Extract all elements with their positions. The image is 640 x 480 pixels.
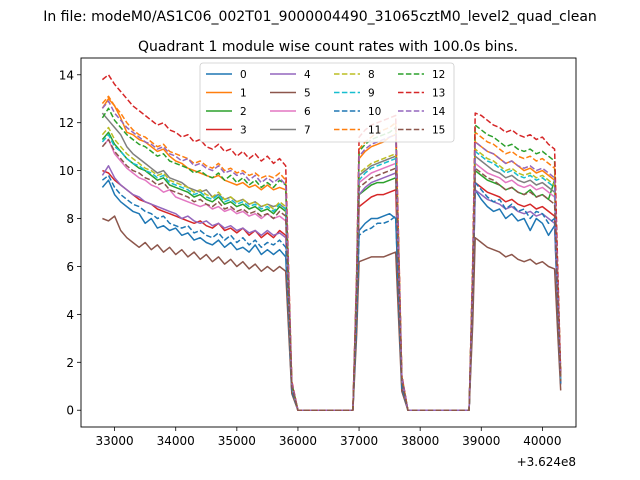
y-tick-label: 6 bbox=[66, 260, 74, 274]
legend-label-0: 0 bbox=[240, 69, 247, 81]
legend-label-4: 4 bbox=[304, 69, 311, 81]
series-line-15 bbox=[101, 138, 562, 411]
legend-label-6: 6 bbox=[304, 106, 311, 118]
series-line-2 bbox=[101, 131, 562, 411]
axes-frame bbox=[80, 57, 577, 428]
y-tick-label: 4 bbox=[66, 308, 74, 322]
plot-lines bbox=[101, 74, 562, 411]
legend-label-15: 15 bbox=[432, 125, 445, 137]
y-tick-label: 2 bbox=[66, 356, 74, 370]
legend-label-3: 3 bbox=[240, 125, 247, 137]
y-tick-label: 0 bbox=[66, 404, 74, 418]
y-tick-label: 12 bbox=[59, 116, 74, 130]
figure-suptitle: In file: modeM0/AS1C06_002T01_9000004490… bbox=[43, 9, 597, 25]
x-tick-label: 36000 bbox=[279, 434, 317, 448]
series-line-4 bbox=[101, 165, 562, 411]
legend-label-7: 7 bbox=[304, 125, 311, 137]
legend-label-1: 1 bbox=[240, 88, 247, 100]
legend-label-2: 2 bbox=[240, 106, 247, 118]
y-tick-label: 10 bbox=[59, 164, 74, 178]
legend-label-9: 9 bbox=[368, 88, 375, 100]
x-tick-label: 40000 bbox=[523, 434, 561, 448]
series-line-1 bbox=[101, 97, 562, 411]
x-tick-label: 34000 bbox=[157, 434, 195, 448]
chart-title: Quadrant 1 module wise count rates with … bbox=[138, 39, 518, 55]
legend-label-13: 13 bbox=[432, 88, 445, 100]
x-tick-label: 38000 bbox=[401, 434, 439, 448]
y-axis: 0 2 4 6 8 10 12 14 bbox=[59, 68, 81, 418]
x-axis: 33000 34000 35000 36000 37000 38000 39000 40000 bbox=[96, 427, 561, 448]
y-tick-label: 8 bbox=[66, 212, 74, 226]
y-tick-label: 14 bbox=[59, 68, 74, 82]
x-tick-label: 37000 bbox=[340, 434, 378, 448]
legend-box bbox=[199, 62, 455, 143]
x-tick-label: 33000 bbox=[96, 434, 134, 448]
legend-label-10: 10 bbox=[368, 106, 381, 118]
legend-label-11: 11 bbox=[368, 125, 381, 137]
x-tick-label: 39000 bbox=[462, 434, 500, 448]
legend-label-5: 5 bbox=[304, 88, 311, 100]
legend-label-14: 14 bbox=[432, 106, 446, 118]
series-line-9 bbox=[101, 133, 562, 411]
x-tick-label: 35000 bbox=[218, 434, 256, 448]
legend-label-8: 8 bbox=[368, 69, 375, 81]
series-line-3 bbox=[102, 169, 562, 411]
x-axis-offset-label: +3.624e8 bbox=[517, 455, 576, 469]
series-line-8 bbox=[101, 126, 562, 411]
series-line-5 bbox=[102, 215, 562, 411]
series-line-11 bbox=[101, 95, 562, 411]
series-line-14 bbox=[101, 100, 562, 411]
legend-label-12: 12 bbox=[432, 69, 445, 81]
